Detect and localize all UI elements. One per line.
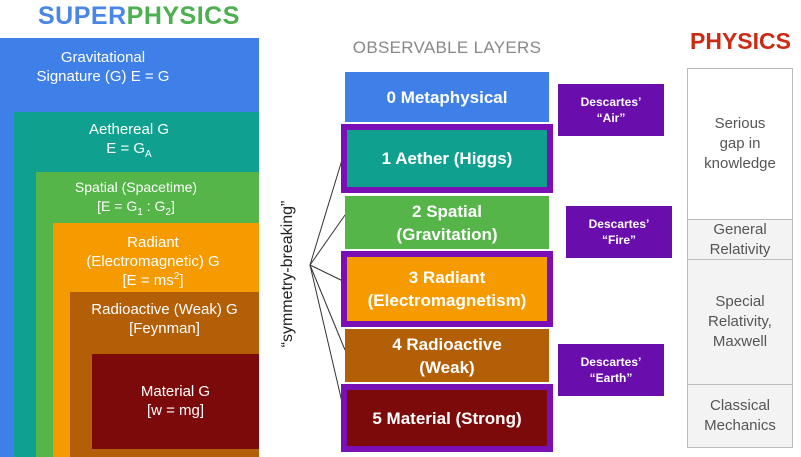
layer-spatial-line1: 2 Spatial bbox=[412, 201, 482, 221]
gravitational-line2: Signature (G) E = G bbox=[36, 68, 170, 85]
physics-general-line1: General bbox=[713, 220, 767, 238]
gravitational-label: Gravitational Signature (G) E = G bbox=[0, 48, 206, 86]
radiant-line3: [E = ms2] bbox=[63, 271, 243, 290]
physics-special-relativity: Special Relativity, Maxwell bbox=[687, 259, 793, 385]
layer-radioactive: 4 Radioactive (Weak) bbox=[345, 329, 549, 382]
callout-air-line1: Descartes’ bbox=[580, 95, 642, 109]
material-label: Material G [w = mg] bbox=[92, 382, 259, 420]
spatial-eq-sub1: 1 bbox=[137, 206, 143, 218]
aethereal-label: Aethereal G E = GA bbox=[54, 120, 204, 160]
callout-air: Descartes’ “Air” bbox=[558, 84, 664, 136]
callout-earth-line2: “Earth” bbox=[589, 371, 633, 385]
material-line1: Material G bbox=[140, 383, 211, 400]
spatial-eq-sub2: 2 bbox=[165, 206, 171, 218]
aethereal-eq: E = G bbox=[106, 140, 146, 157]
physics-serious-line1: Serious bbox=[714, 115, 766, 132]
superphysics-title-physics: PHYSICS bbox=[126, 2, 240, 30]
radiant-eq-a: [E = ms bbox=[122, 272, 174, 289]
aethereal-line1: Aethereal G bbox=[88, 121, 170, 138]
symmetry-line-radiant bbox=[309, 264, 346, 283]
layer-material: 5 Material (Strong) bbox=[341, 384, 553, 452]
callout-fire-line2: “Fire” bbox=[601, 233, 636, 247]
radioactive-line2: [Feynman] bbox=[129, 320, 200, 337]
gravitational-line1: Gravitational bbox=[60, 49, 146, 66]
observable-layers-title: OBSERVABLE LAYERS bbox=[352, 38, 542, 57]
aethereal-line2: E = GA bbox=[54, 139, 204, 160]
spatial-eq-c: ] bbox=[170, 198, 175, 214]
radiant-eq-b: ] bbox=[179, 272, 184, 289]
symmetry-line-radioactive bbox=[309, 264, 346, 351]
layer-radioactive-line1: 4 Radioactive bbox=[392, 334, 502, 354]
layer-metaphysical: 0 Metaphysical bbox=[345, 72, 549, 122]
layer-aether-label: 1 Aether (Higgs) bbox=[381, 149, 513, 168]
physics-classical-mechanics: Classical Mechanics bbox=[687, 384, 793, 448]
layer-radiant-line2: (Electromagnetism) bbox=[367, 291, 527, 310]
spatial-label: Spatial (Spacetime) [E = G1 : G2] bbox=[46, 178, 226, 218]
physics-general-relativity: General Relativity bbox=[687, 219, 793, 260]
layer-radiant-line1: 3 Radiant bbox=[408, 268, 486, 287]
callout-earth: Descartes’ “Earth” bbox=[558, 344, 664, 396]
spatial-eq-a: [E = G bbox=[97, 198, 138, 214]
physics-classical-line2: Mechanics bbox=[704, 417, 776, 434]
radiant-line1: Radiant bbox=[127, 234, 179, 251]
aethereal-eq-sub: A bbox=[145, 149, 152, 160]
material-box: Material G [w = mg] bbox=[92, 354, 259, 449]
callout-fire-line1: Descartes’ bbox=[588, 217, 650, 231]
radiant-line2: (Electromagnetic) G bbox=[86, 253, 220, 270]
layer-radiant: 3 Radiant (Electromagnetism) bbox=[341, 251, 553, 327]
spatial-eq-b: : G bbox=[142, 198, 166, 214]
layer-radioactive-line2: (Weak) bbox=[419, 357, 475, 377]
symmetry-breaking-text: “symmetry-breaking” bbox=[279, 200, 296, 348]
callout-air-line2: “Air” bbox=[596, 111, 626, 125]
physics-special-line1: Special bbox=[715, 293, 765, 310]
radiant-label: Radiant (Electromagnetic) G [E = ms2] bbox=[63, 233, 243, 290]
physics-special-line2: Relativity, bbox=[708, 313, 772, 330]
physics-classical-line1: Classical bbox=[709, 397, 770, 414]
physics-serious-line3: knowledge bbox=[704, 155, 776, 172]
superphysics-title: SUPERPHYSICS bbox=[38, 2, 240, 31]
symmetry-line-material bbox=[309, 264, 346, 416]
material-line2: [w = mg] bbox=[146, 402, 205, 419]
spatial-line2: [E = G1 : G2] bbox=[46, 197, 226, 218]
symmetry-lines bbox=[309, 149, 346, 416]
physics-serious-line2: gap in bbox=[719, 135, 761, 152]
layer-spatial: 2 Spatial (Gravitation) bbox=[345, 196, 549, 249]
radioactive-line1: Radioactive (Weak) G bbox=[91, 301, 238, 318]
physics-special-line3: Maxwell bbox=[712, 333, 768, 350]
callout-earth-line1: Descartes’ bbox=[580, 355, 642, 369]
physics-serious-gap: Serious gap in knowledge bbox=[687, 68, 793, 220]
physics-general-line2: Relativity bbox=[709, 240, 771, 258]
layer-metaphysical-label: 0 Metaphysical bbox=[386, 87, 508, 107]
spatial-line1: Spatial (Spacetime) bbox=[74, 179, 198, 195]
layer-aether: 1 Aether (Higgs) bbox=[341, 124, 553, 193]
layer-spatial-line2: (Gravitation) bbox=[396, 224, 498, 244]
layer-material-label: 5 Material (Strong) bbox=[372, 408, 522, 428]
radioactive-label: Radioactive (Weak) G [Feynman] bbox=[70, 300, 259, 338]
symmetry-line-spatial bbox=[309, 214, 346, 266]
callout-fire: Descartes’ “Fire” bbox=[566, 206, 672, 258]
superphysics-title-super: SUPER bbox=[38, 2, 127, 30]
symmetry-line-aether bbox=[309, 149, 346, 266]
radiant-eq-sup: 2 bbox=[173, 271, 180, 282]
physics-title: PHYSICS bbox=[690, 28, 791, 54]
